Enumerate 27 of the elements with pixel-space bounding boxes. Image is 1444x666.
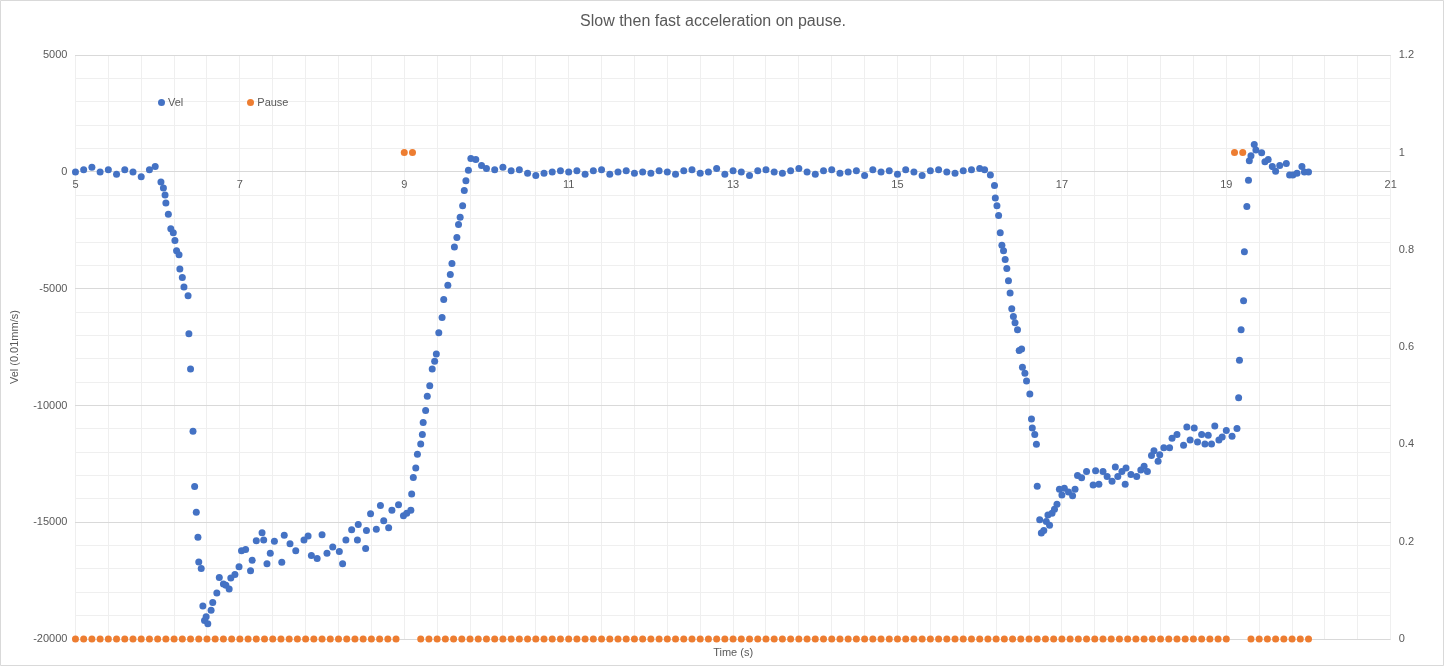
y2-tick-label: 0.6 <box>1398 340 1415 353</box>
legend-label: Pause <box>257 96 289 108</box>
x-tick-label: 19 <box>1220 177 1233 190</box>
y-tick-label: -10000 <box>33 398 68 411</box>
y2-tick-label: 0.8 <box>1398 242 1415 255</box>
x-tick-label: 7 <box>236 177 243 190</box>
y2-tick-label: 1 <box>1398 145 1405 158</box>
y-tick-label: 0 <box>61 164 68 177</box>
y-tick-label: -15000 <box>33 515 68 528</box>
x-tick-label: 11 <box>562 177 575 190</box>
y-tick-label: 5000 <box>42 48 68 61</box>
x-axis-title: Time (s) <box>713 646 754 659</box>
y2-tick-label: 0.4 <box>1398 437 1415 450</box>
y2-tick-label: 1.2 <box>1398 48 1415 61</box>
chart-title: Slow then fast acceleration on pause. <box>580 12 846 30</box>
x-tick-label: 21 <box>1384 177 1397 190</box>
x-tick-label: 9 <box>401 177 408 190</box>
y-axis-title: Vel (0.01mm/s) <box>7 310 20 385</box>
x-tick-label: 13 <box>726 177 740 190</box>
x-tick-label: 17 <box>1055 177 1069 190</box>
legend-label: Vel <box>168 96 184 108</box>
y-tick-label: -5000 <box>39 281 68 294</box>
x-tick-label: 15 <box>891 177 904 190</box>
x-tick-label: 5 <box>72 177 79 190</box>
y-tick-label: -20000 <box>33 632 68 645</box>
y2-tick-label: 0 <box>1398 632 1405 645</box>
y2-tick-label: 0.2 <box>1398 534 1415 547</box>
